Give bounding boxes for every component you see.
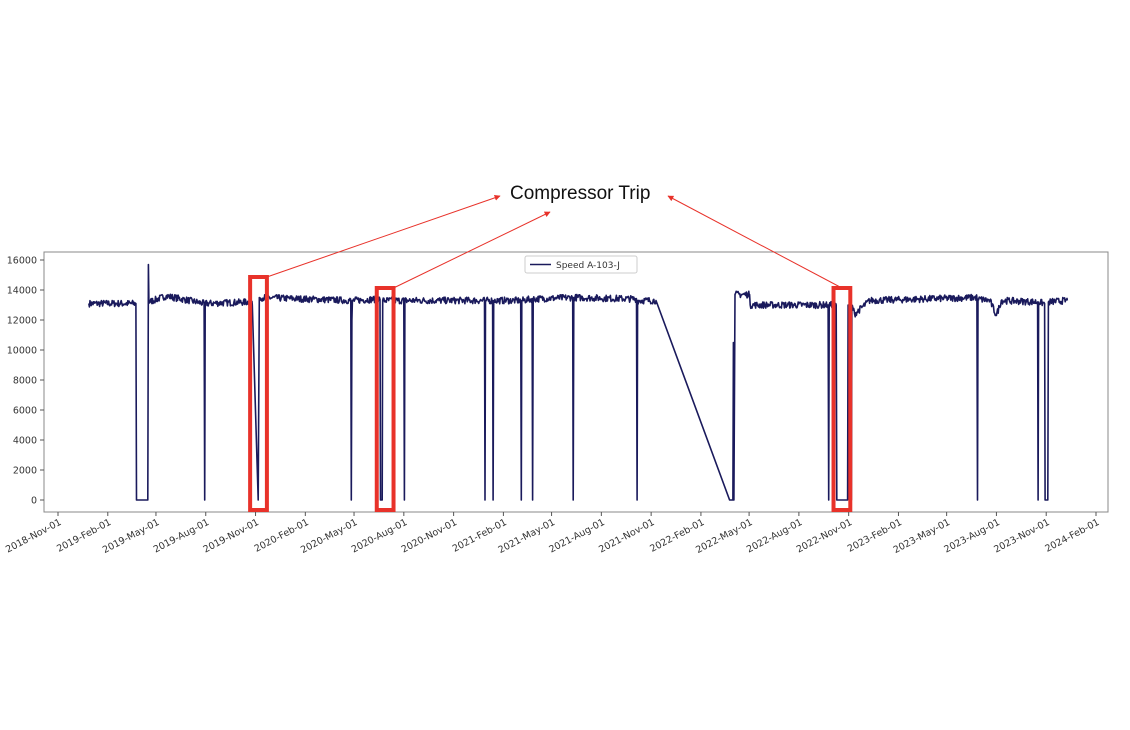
y-tick-label: 12000 xyxy=(7,316,37,327)
x-tick-label: 2020-Aug-01 xyxy=(350,517,409,556)
annotation-arrow xyxy=(667,195,843,289)
y-axis: 0 2000 4000 6000 8000 10000 12000 14000 16000 xyxy=(7,256,44,507)
annotation-arrow xyxy=(393,211,551,289)
x-tick-label: 2019-Aug-01 xyxy=(152,517,211,556)
y-tick-label: 14000 xyxy=(7,286,37,297)
x-tick-label: 2019-Nov-01 xyxy=(202,517,261,556)
y-tick-label: 6000 xyxy=(13,406,37,417)
series-layer xyxy=(88,263,1069,501)
x-tick-label: 2023-Nov-01 xyxy=(992,517,1051,556)
y-tick-label: 0 xyxy=(31,496,37,507)
series-line-speed-a-103-j xyxy=(88,263,1069,501)
y-tick-label: 16000 xyxy=(7,256,37,267)
legend-label: Speed A-103-J xyxy=(556,261,620,271)
legend: Speed A-103-J xyxy=(524,255,638,274)
trip-highlight-box xyxy=(374,286,396,512)
y-tick-label: 8000 xyxy=(13,376,37,387)
annotation-text: Compressor Trip xyxy=(510,183,650,204)
y-tick-label: 10000 xyxy=(7,346,37,357)
x-tick-label: 2021-Nov-01 xyxy=(597,517,656,556)
x-tick-label: 2024-Feb-01 xyxy=(1043,517,1101,555)
trip-highlight-box xyxy=(248,275,269,512)
x-tick-label: 2022-Aug-01 xyxy=(745,517,804,556)
legend-box xyxy=(524,255,638,274)
y-tick-label: 2000 xyxy=(13,466,37,477)
x-tick-label: 2023-Aug-01 xyxy=(942,517,1001,556)
x-tick-label: 2020-Nov-01 xyxy=(400,517,459,556)
x-tick-label: 2018-Nov-01 xyxy=(4,517,63,556)
annotation-arrow xyxy=(266,194,501,278)
x-tick-label: 2021-Aug-01 xyxy=(547,517,606,556)
y-tick-label: 4000 xyxy=(13,436,37,447)
annotation-arrows xyxy=(266,194,843,289)
x-tick-label: 2022-Nov-01 xyxy=(795,517,854,556)
x-axis: 2018-Nov-012019-Feb-012019-May-012019-Au… xyxy=(4,512,1101,556)
